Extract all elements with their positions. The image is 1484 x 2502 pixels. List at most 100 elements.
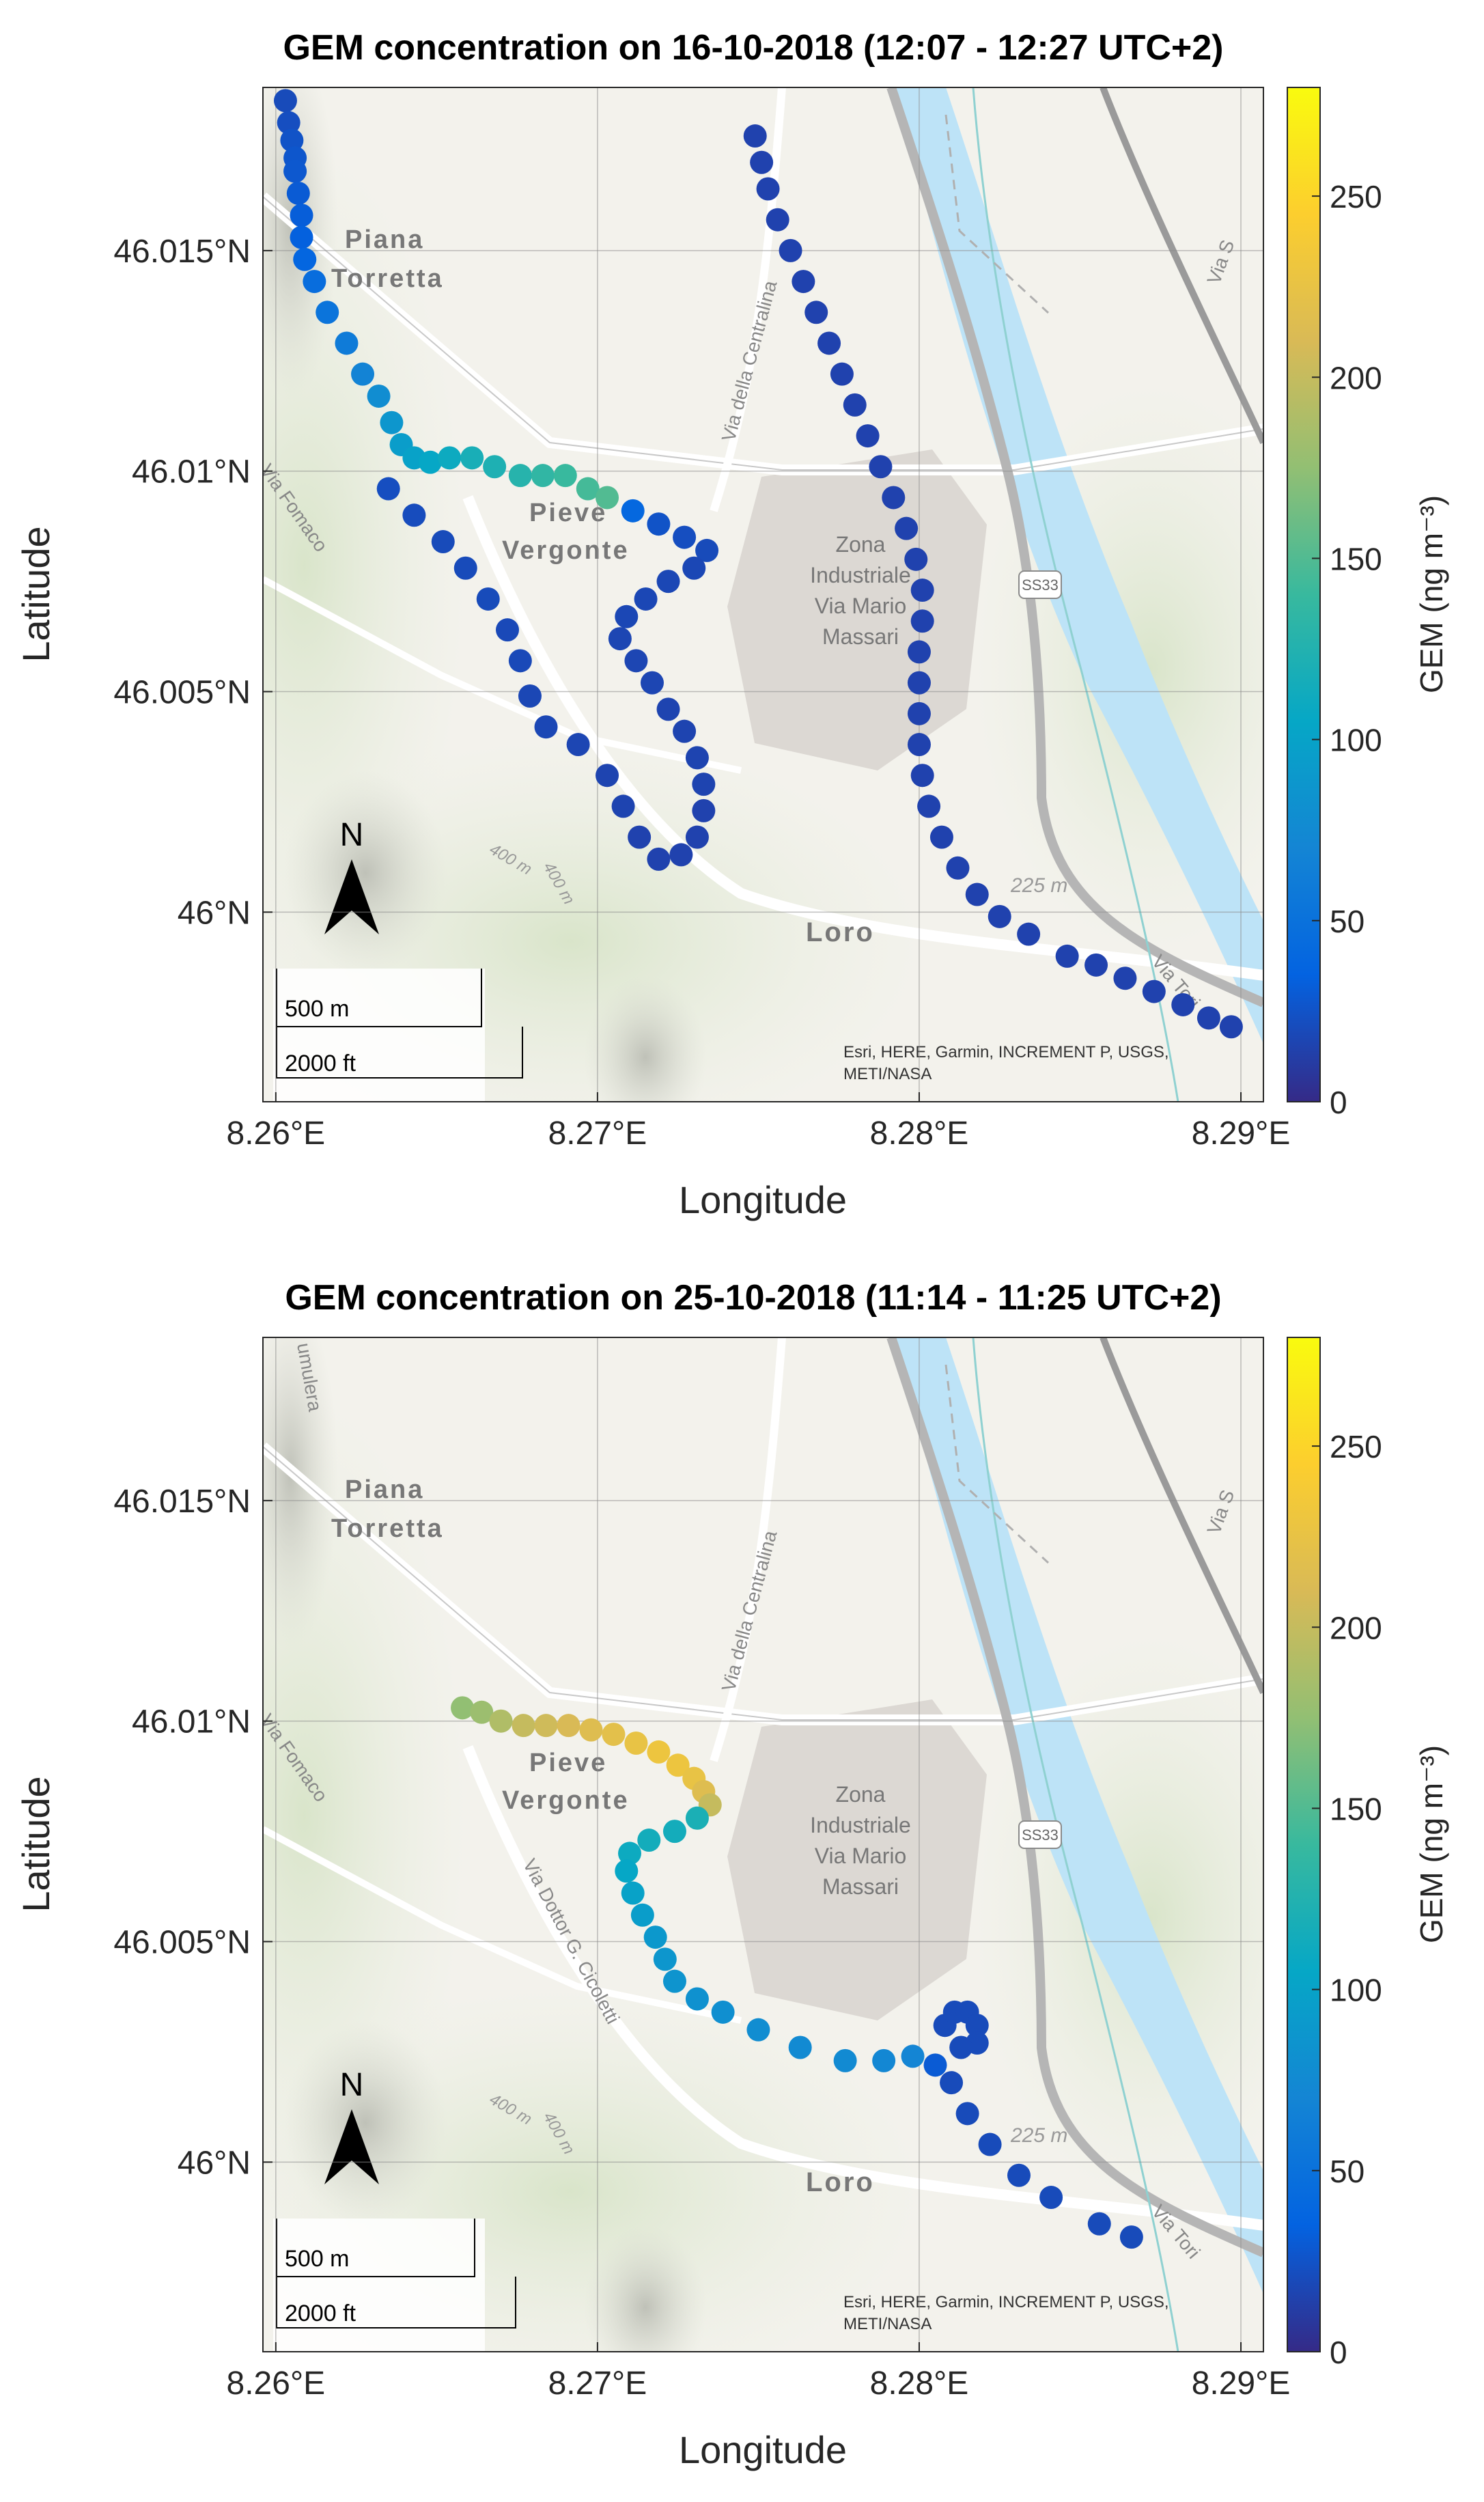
measurement-point (512, 1714, 535, 1738)
north-arrow: N (324, 817, 379, 934)
colorbar-tick-label: 50 (1330, 904, 1364, 939)
scale-bar-metric (276, 2219, 475, 2277)
measurement-point (624, 1732, 648, 1755)
measurement-point (290, 204, 313, 227)
measurement-point (965, 2014, 989, 2038)
measurement-point (283, 159, 307, 183)
measurement-point (602, 1723, 626, 1747)
y-tick-label: 46.015°N (113, 234, 251, 270)
hillshade (584, 2225, 707, 2352)
measurement-point (711, 2000, 735, 2024)
scale-bar-label: 500 m (285, 2246, 350, 2272)
measurement-point (557, 1714, 580, 1738)
colorbar-ticks: 0 50 100 150 200 250 (1312, 1429, 1382, 2370)
gridlines (263, 1337, 1263, 2352)
measurement-point (438, 446, 462, 470)
measurement-point (692, 773, 716, 796)
measurement-point (978, 2132, 1002, 2156)
measurement-point (907, 640, 931, 664)
y-axis-label: Latitude (14, 526, 57, 662)
measurement-point (779, 238, 802, 262)
measurement-point (949, 2035, 973, 2059)
place-label: Vergonte (502, 1786, 630, 1815)
scale-bar-imperial (276, 1027, 523, 1079)
measurement-point (910, 579, 934, 602)
y-tick-label: 46.01°N (132, 1704, 251, 1740)
colorbar-tick-label: 200 (1330, 360, 1382, 395)
industrial-zone (727, 1699, 987, 2020)
measurement-point (647, 512, 671, 536)
measurement-point (534, 715, 558, 739)
measurement-point (746, 2018, 770, 2042)
x-tick-label: 8.27°E (548, 1115, 647, 1152)
measurement-point (615, 1859, 639, 1883)
measurement-point (756, 177, 780, 201)
colorbar-tick-label: 100 (1330, 723, 1382, 758)
measurement-point (637, 1829, 661, 1852)
measurement-point (647, 1740, 671, 1764)
measurement-point (965, 882, 989, 906)
measurement-point (1119, 2225, 1143, 2249)
measurement-point (910, 609, 934, 633)
x-tick-label: 8.26°E (227, 2365, 326, 2402)
north-arrow: N (324, 2067, 379, 2184)
place-label: Loro (806, 2167, 875, 2197)
river (895, 1337, 1263, 2294)
measurement-point (376, 477, 400, 501)
measurement-point (460, 446, 484, 470)
measurement-point (634, 587, 658, 611)
place-label: Via Mario (815, 594, 907, 618)
colorbar-label: GEM (ng m⁻³) (1414, 1745, 1449, 1943)
scale-bar-metric (276, 969, 482, 1027)
canal (972, 87, 1179, 1102)
x-axis-label: Longitude (679, 1178, 847, 1221)
measurement-point (917, 794, 941, 818)
colorbar-tick-label: 200 (1330, 1610, 1382, 1645)
route-shield (1018, 570, 1062, 599)
measurement-point (907, 701, 931, 725)
x-axis-label: Longitude (679, 2428, 847, 2471)
x-tick-label: 8.29°E (1192, 1115, 1291, 1152)
colorbar-gradient (1287, 87, 1321, 1102)
data-points (451, 1696, 1143, 2249)
elevation-label: 225 m (1010, 874, 1067, 897)
plot-frame (262, 87, 1264, 1102)
measurement-point (869, 455, 893, 479)
scale-bar: 500 m 2000 ft (273, 2219, 516, 2352)
main-road-ss33 (886, 87, 1263, 1007)
x-tick-label: 8.26°E (227, 1115, 326, 1152)
road-outline (263, 196, 1263, 471)
colorbar-tick-label: 250 (1330, 179, 1382, 214)
y-axis-label: Latitude (14, 1776, 57, 1912)
x-tick-label: 8.27°E (548, 2365, 647, 2402)
chart-panel-2: GEM concentration on 25-10-2018 (11:14 -… (14, 1278, 1449, 2471)
measurement-point (418, 450, 442, 474)
measurement-point (946, 856, 970, 880)
main-road-ss33 (886, 1337, 1263, 2257)
boundary-line (944, 114, 1050, 314)
measurement-point (695, 538, 719, 562)
y-tick-label: 46.01°N (132, 454, 251, 490)
measurement-point (685, 825, 709, 849)
measurement-point (656, 697, 680, 721)
scale-bar-background (273, 2219, 485, 2352)
plot-frame (262, 1337, 1264, 2352)
route-shield-label: SS33 (1022, 1826, 1059, 1844)
measurement-point (1113, 967, 1137, 990)
attribution: Esri, HERE, Garmin, INCREMENT P, USGS, (843, 1043, 1169, 1061)
road (710, 87, 786, 512)
colorbar-ticks: 0 50 100 150 200 250 (1312, 179, 1382, 1120)
measurement-point (508, 649, 532, 673)
measurement-point (624, 649, 648, 673)
measurement-point (303, 270, 326, 294)
measurement-point (882, 486, 906, 510)
measurement-point (351, 362, 375, 386)
measurement-point (1039, 2186, 1063, 2210)
place-label: Zona (836, 1782, 886, 1807)
measurement-point (907, 733, 931, 757)
measurement-point (682, 556, 706, 580)
measurement-point (1171, 992, 1195, 1016)
measurement-point (508, 464, 532, 488)
place-label: Torretta (331, 1514, 444, 1543)
